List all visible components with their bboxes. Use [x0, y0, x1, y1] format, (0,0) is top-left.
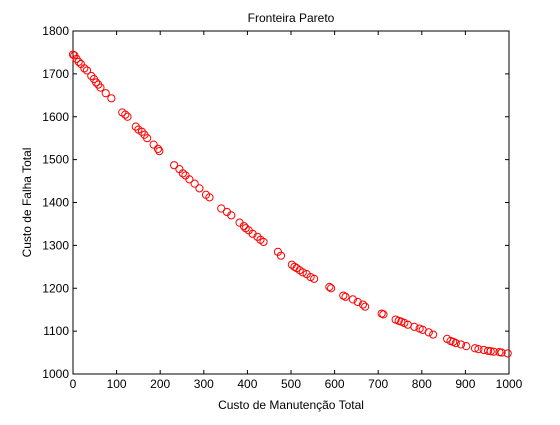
x-tick-label: 800: [412, 377, 432, 391]
y-tick-label: 1300: [42, 238, 69, 252]
x-tick-label: 700: [368, 377, 388, 391]
x-tick-label: 500: [281, 377, 301, 391]
x-tick-label: 300: [194, 377, 214, 391]
x-tick-label: 600: [325, 377, 345, 391]
chart-title: Fronteira Pareto: [248, 11, 335, 25]
y-tick-label: 1700: [42, 67, 69, 81]
y-tick-label: 1000: [42, 367, 69, 381]
y-tick-label: 1200: [42, 281, 69, 295]
y-axis-title: Custo de Falha Total: [20, 148, 34, 258]
x-tick-label: 100: [107, 377, 127, 391]
plot-area: [73, 31, 509, 374]
y-tick-label: 1100: [43, 324, 69, 338]
y-tick-label: 1400: [42, 196, 69, 210]
x-tick-label: 0: [70, 377, 77, 391]
y-tick-label: 1800: [42, 24, 69, 38]
y-tick-label: 1600: [42, 110, 69, 124]
x-tick-label: 200: [150, 377, 170, 391]
x-tick-label: 1000: [496, 377, 523, 391]
x-axis-title: Custo de Manutenção Total: [218, 398, 364, 412]
x-tick-label: 900: [455, 377, 475, 391]
y-tick-label: 1500: [42, 153, 69, 167]
x-tick-label: 400: [237, 377, 257, 391]
